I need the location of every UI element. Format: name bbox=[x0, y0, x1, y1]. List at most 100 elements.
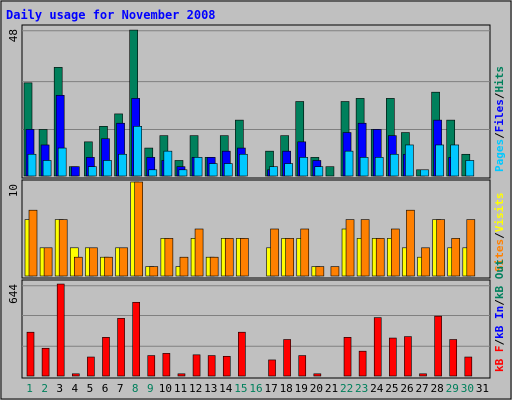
bar-sites-day-14 bbox=[224, 238, 234, 277]
bar-kbf-day-22 bbox=[343, 337, 352, 377]
bar-kbf-day-23 bbox=[358, 350, 367, 377]
day-label-15: 15 bbox=[234, 382, 247, 395]
day-label-17: 17 bbox=[264, 382, 277, 395]
bar-kbf-day-1 bbox=[26, 331, 35, 377]
day-label-30: 30 bbox=[461, 382, 474, 395]
bar-sites-day-12 bbox=[194, 228, 204, 277]
day-label-4: 4 bbox=[72, 382, 79, 395]
legend-item-sep1: / bbox=[493, 132, 506, 139]
bar-files-day-4 bbox=[70, 166, 80, 177]
bar-kbf-day-13 bbox=[207, 355, 216, 377]
bar-pages-day-9 bbox=[148, 169, 158, 177]
bar-kbf-day-8 bbox=[132, 301, 140, 377]
legend-item-kbout: kB Out bbox=[493, 259, 506, 299]
day-label-14: 14 bbox=[219, 382, 233, 395]
bar-pages-day-18 bbox=[284, 163, 293, 177]
bar-kbf-day-9 bbox=[147, 355, 156, 377]
day-label-9: 9 bbox=[147, 382, 154, 395]
day-label-28: 28 bbox=[431, 382, 444, 395]
bar-sites-day-18 bbox=[285, 238, 294, 277]
bar-kbf-day-30 bbox=[464, 356, 473, 377]
legend-item-kbf: kB F bbox=[493, 346, 506, 373]
bar-pages-day-3 bbox=[57, 147, 67, 177]
plot-area bbox=[21, 279, 491, 379]
bar-pages-day-22 bbox=[344, 150, 354, 177]
bar-pages-day-11 bbox=[178, 169, 188, 177]
bar-sites-day-27 bbox=[421, 247, 430, 277]
legend-item-sep1: / bbox=[493, 232, 506, 239]
day-label-5: 5 bbox=[87, 382, 94, 395]
day-label-6: 6 bbox=[102, 382, 109, 395]
bar-sites-day-10 bbox=[164, 238, 174, 277]
day-label-11: 11 bbox=[174, 382, 187, 395]
bar-kbf-day-10 bbox=[162, 353, 171, 377]
bar-pages-day-28 bbox=[435, 144, 444, 177]
day-label-18: 18 bbox=[280, 382, 293, 395]
day-label-26: 26 bbox=[400, 382, 413, 395]
bar-kbf-day-14 bbox=[222, 355, 231, 377]
legend-item-visits: Visits bbox=[493, 193, 506, 233]
day-label-23: 23 bbox=[355, 382, 368, 395]
bar-kbf-day-18 bbox=[283, 339, 291, 377]
y-max-label: 10 bbox=[7, 184, 20, 197]
bar-kbf-day-3 bbox=[56, 283, 65, 377]
day-label-16: 16 bbox=[249, 382, 262, 395]
day-label-8: 8 bbox=[132, 382, 139, 395]
bar-sites-day-29 bbox=[451, 238, 461, 277]
bar-kbf-day-20 bbox=[313, 373, 322, 377]
bar-kbf-day-19 bbox=[298, 355, 307, 377]
legend-item-sites: Sites bbox=[493, 239, 506, 272]
bar-pages-day-5 bbox=[88, 166, 97, 177]
legend-item-sep2: / bbox=[493, 299, 506, 306]
bar-kbf-day-27 bbox=[419, 373, 427, 377]
bar-sites-day-25 bbox=[391, 228, 400, 277]
bar-pages-day-27 bbox=[420, 169, 429, 177]
bar-sites-day-23 bbox=[360, 219, 370, 277]
bar-sites-day-21 bbox=[330, 266, 340, 277]
legend-hits-files-pages: Pages/Files/Hits bbox=[493, 66, 506, 172]
bar-kbf-day-12 bbox=[192, 354, 201, 377]
bar-kbf-day-28 bbox=[434, 315, 442, 377]
bar-kbf-day-17 bbox=[268, 359, 276, 377]
day-label-25: 25 bbox=[385, 382, 398, 395]
bar-sites-day-13 bbox=[209, 256, 219, 277]
bar-sites-day-1 bbox=[28, 209, 38, 277]
bar-pages-day-20 bbox=[314, 166, 324, 177]
legend-item-sep2: / bbox=[493, 92, 506, 99]
day-label-2: 2 bbox=[41, 382, 48, 395]
bar-sites-day-20 bbox=[315, 266, 325, 277]
bar-sites-day-22 bbox=[345, 219, 355, 277]
bar-sites-day-5 bbox=[89, 247, 98, 277]
bar-pages-day-24 bbox=[374, 157, 384, 177]
day-label-3: 3 bbox=[56, 382, 63, 395]
bar-sites-day-4 bbox=[73, 256, 83, 277]
legend-item-files: Files bbox=[493, 99, 506, 132]
bar-pages-day-30 bbox=[465, 160, 475, 177]
day-label-27: 27 bbox=[415, 382, 428, 395]
bar-pages-day-10 bbox=[163, 150, 173, 177]
bar-pages-day-15 bbox=[239, 153, 248, 177]
panel-visits-sites: 10 Sites/Visits bbox=[7, 179, 506, 279]
bar-kbf-day-6 bbox=[102, 337, 110, 377]
bar-pages-day-17 bbox=[269, 166, 278, 177]
day-label-21: 21 bbox=[325, 382, 338, 395]
bar-pages-day-1 bbox=[27, 153, 37, 177]
bar-sites-day-30 bbox=[466, 219, 476, 277]
bar-sites-day-19 bbox=[300, 228, 310, 277]
bar-pages-day-8 bbox=[133, 126, 142, 177]
bar-kbf-day-4 bbox=[71, 373, 80, 377]
legend-item-hits: Hits bbox=[493, 66, 506, 93]
bar-pages-day-29 bbox=[450, 144, 460, 177]
bar-sites-day-9 bbox=[149, 266, 159, 277]
bar-sites-day-11 bbox=[179, 256, 189, 277]
bar-sites-day-3 bbox=[58, 219, 68, 277]
legend-item-pages: Pages bbox=[493, 139, 506, 172]
day-axis: 1 2 3 4 5 6 7 8 9 10 11 12 13 14 15 16 17 18 19 20 21 22 23 24 2… bbox=[26, 382, 489, 395]
bar-kbf-day-5 bbox=[87, 356, 95, 377]
day-label-24: 24 bbox=[370, 382, 384, 395]
bar-pages-day-12 bbox=[193, 157, 203, 177]
bar-kbf-day-26 bbox=[404, 336, 412, 377]
